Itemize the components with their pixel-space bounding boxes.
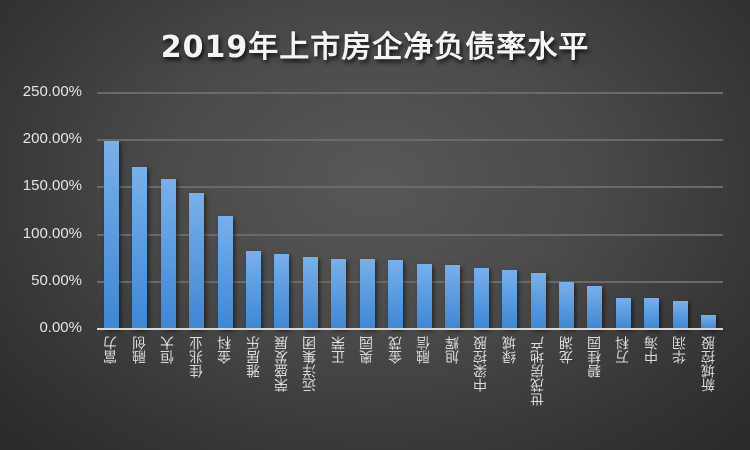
bar <box>587 285 603 329</box>
x-tick-label: 新城控股 <box>700 336 717 392</box>
x-label-slot: 绿城 <box>502 336 518 446</box>
bar <box>302 256 318 329</box>
x-label-slot: 万科 <box>615 336 631 446</box>
x-label-slot: 恒大 <box>160 336 176 446</box>
x-label-slot: 龙湖 <box>559 336 575 446</box>
bar <box>359 259 375 329</box>
x-label-slot: 雅居乐 <box>246 336 262 446</box>
bar <box>160 178 176 329</box>
x-tick-label: 中海 <box>643 336 660 364</box>
x-label-slot: 中梁控股 <box>473 336 489 446</box>
x-label-slot: 奥园 <box>359 336 375 446</box>
x-tick-label: 碧桂园 <box>586 336 603 378</box>
x-tick-label: 中梁控股 <box>473 336 490 392</box>
x-axis-line <box>97 328 723 330</box>
gridline <box>97 186 723 189</box>
x-tick-label: 世茂房地产 <box>530 336 547 406</box>
x-label-slot: 荣盛发展 <box>274 336 290 446</box>
x-tick-label: 金科 <box>217 336 234 364</box>
y-tick-label: 250.00% <box>22 83 82 100</box>
bar <box>388 260 404 329</box>
x-label-slot: 金茂 <box>388 336 404 446</box>
y-tick-label: 100.00% <box>22 224 82 242</box>
bar <box>559 281 574 329</box>
x-tick-label: 融创 <box>131 336 148 364</box>
y-tick-label: 150.00% <box>22 177 82 195</box>
bar <box>189 193 205 329</box>
x-tick-label: 绿城 <box>501 336 518 364</box>
x-label-slot: 佳兆业 <box>189 336 205 446</box>
bar <box>416 263 432 329</box>
x-label-slot: 融创 <box>132 336 148 446</box>
x-label-slot: 碧桂园 <box>587 336 603 446</box>
x-tick-label: 佳兆业 <box>188 336 205 378</box>
x-tick-label: 荣盛发展 <box>273 336 290 392</box>
x-label-slot: 新城控股 <box>701 336 717 446</box>
x-label-slot: 旭辉 <box>445 336 461 446</box>
x-label-slot: 富力 <box>103 336 119 446</box>
bar <box>473 268 489 329</box>
bar <box>644 298 660 329</box>
x-label-slot: 中海 <box>644 336 660 446</box>
x-tick-label: 正荣 <box>330 336 347 364</box>
x-label-slot: 世茂房地产 <box>530 336 546 446</box>
x-tick-label: 富力 <box>103 336 120 364</box>
x-label-slot: 华润 <box>672 336 688 446</box>
bar <box>103 140 119 329</box>
x-tick-label: 远洋集团 <box>302 336 319 392</box>
x-tick-label: 万科 <box>615 336 632 364</box>
bar <box>672 300 688 329</box>
x-tick-label: 华润 <box>672 336 689 364</box>
y-tick-label: 50.00% <box>31 271 82 289</box>
x-tick-label: 金茂 <box>387 336 404 364</box>
gridline <box>97 139 723 142</box>
x-label-slot: 正荣 <box>331 336 347 446</box>
bar <box>701 315 717 329</box>
x-tick-label: 恒大 <box>160 336 177 364</box>
x-tick-label: 旭辉 <box>444 336 461 364</box>
bar <box>615 298 631 329</box>
bar <box>445 264 461 329</box>
bar <box>246 251 261 329</box>
x-tick-label: 奥园 <box>359 336 376 364</box>
gridline <box>97 280 723 283</box>
x-label-slot: 远洋集团 <box>302 336 318 446</box>
bar <box>132 166 148 329</box>
gridline <box>97 92 723 94</box>
chart-title: 2019年上市房企净负债率水平 <box>160 30 590 65</box>
bar <box>530 272 546 329</box>
x-tick-label: 雅居乐 <box>245 336 262 378</box>
gridline <box>97 233 723 236</box>
bar <box>217 215 233 329</box>
x-tick-label: 龙湖 <box>558 336 575 364</box>
bar <box>502 270 518 329</box>
x-label-slot: 金科 <box>217 336 233 446</box>
y-tick-label: 200.00% <box>22 130 82 148</box>
bar <box>331 258 347 329</box>
y-tick-label: 0.00% <box>39 319 82 336</box>
bar <box>274 253 290 329</box>
x-label-slot: 融信 <box>416 336 432 446</box>
x-tick-label: 融信 <box>416 336 433 364</box>
